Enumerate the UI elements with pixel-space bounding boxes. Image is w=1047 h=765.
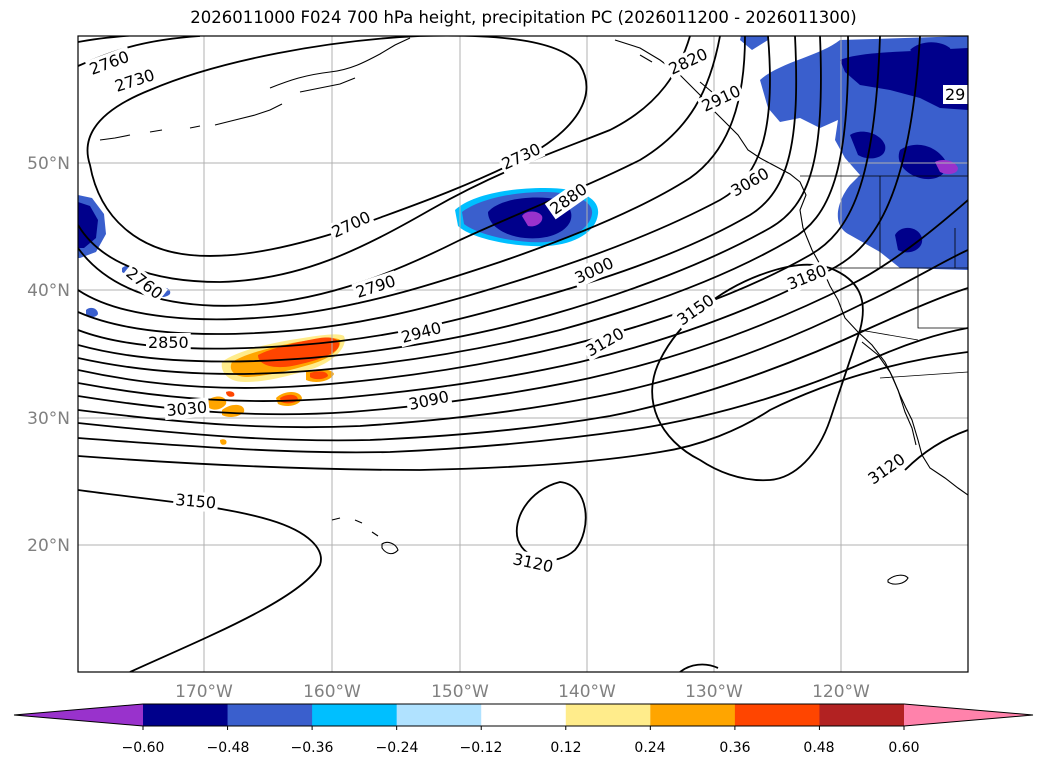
colorbar-segment <box>734 704 820 726</box>
lon-tick-label: 170°W <box>175 682 233 702</box>
contour-label-bg <box>696 80 746 117</box>
map-title: 2026011000 F024 700 hPa height, precipit… <box>190 8 857 27</box>
contour-label-bg <box>671 289 720 331</box>
contour-label-bg <box>163 397 210 421</box>
colorbar-tick-labels: −0.60 −0.48 −0.36 −0.24 −0.12 0.12 0.24 … <box>122 740 920 756</box>
contour-label: 3030 <box>166 398 208 420</box>
colorbar-tick-label: −0.12 <box>460 740 503 756</box>
colorbar-tick-label: −0.24 <box>376 740 419 756</box>
colorbar-tick-label: 0.36 <box>719 740 750 756</box>
colorbar <box>13 703 1034 730</box>
colorbar-tick-label: −0.60 <box>122 740 165 756</box>
contour-label: 2730 <box>112 65 157 96</box>
coastlines <box>99 37 968 585</box>
colorbar-segment <box>312 704 398 726</box>
contour-label-bg <box>544 178 593 220</box>
contour-label-bg <box>397 317 446 348</box>
colorbar-tick-label: 0.24 <box>634 740 665 756</box>
colorbar-extend-low <box>14 704 143 726</box>
contour-label-bg <box>172 489 219 513</box>
contour-label-bg <box>580 322 629 362</box>
colorbar-tick-label: −0.36 <box>291 740 334 756</box>
precip-positive-shading <box>207 334 345 445</box>
contour-label-bg <box>110 64 159 97</box>
colorbar-segment <box>565 704 651 726</box>
contour-label: 2940 <box>399 318 443 347</box>
contour-label: 3060 <box>728 164 773 201</box>
contour-label: 3150 <box>175 490 217 512</box>
colorbar-segment <box>396 704 482 726</box>
lat-tick-label: 30°N <box>27 409 70 429</box>
colorbar-tick-label: 0.60 <box>888 740 919 756</box>
contour-label: 3120 <box>511 549 555 576</box>
contour-label: 2850 <box>148 333 189 352</box>
lat-tick-labels: 50°N 40°N 30°N 20°N <box>27 154 70 556</box>
contour-label: 2820 <box>666 44 711 78</box>
contour-label-bg <box>84 46 134 80</box>
contour-label-bg <box>509 548 557 577</box>
map-frame <box>77 35 969 673</box>
contour-label-bg <box>351 270 400 303</box>
colorbar-tick-label: 0.12 <box>550 740 581 756</box>
contour-label-bg <box>943 85 968 104</box>
contour-label-bg <box>326 206 376 243</box>
contour-label: 2790 <box>353 271 398 302</box>
precip-negative-shading <box>78 36 968 317</box>
contour-label-bg <box>782 260 832 295</box>
lat-tick-label: 40°N <box>27 281 70 301</box>
contour-label-bg <box>404 386 453 415</box>
borders <box>800 175 968 379</box>
contour-label: 29 <box>945 85 965 104</box>
graticule <box>78 36 968 672</box>
height-contours <box>78 36 968 672</box>
contour-label: 3000 <box>572 253 617 287</box>
contour-label: 2730 <box>499 139 544 173</box>
lon-tick-label: 150°W <box>431 682 489 702</box>
colorbar-tick-label: −0.48 <box>207 740 250 756</box>
colorbar-segment <box>819 704 905 726</box>
lon-tick-label: 120°W <box>812 682 870 702</box>
lat-tick-label: 20°N <box>27 536 70 556</box>
colorbar-segment <box>481 704 567 726</box>
contour-label-bg <box>496 138 546 175</box>
colorbar-tick-label: 0.48 <box>803 740 834 756</box>
contour-label-bg <box>146 333 191 352</box>
contour-label-bg <box>862 448 911 490</box>
contour-label-bg <box>663 43 713 80</box>
colorbar-segment <box>650 704 736 726</box>
contour-labels: 2760 2730 2820 2910 2730 2880 3060 2700 … <box>84 43 968 577</box>
contour-label-bg <box>725 162 774 202</box>
contour-label-bg <box>120 261 168 305</box>
contour-label-bg <box>569 252 619 289</box>
colorbar-extend-high <box>904 704 1033 726</box>
lon-tick-label: 140°W <box>558 682 616 702</box>
lon-tick-label: 160°W <box>303 682 361 702</box>
lat-tick-label: 50°N <box>27 154 70 174</box>
contour-label: 2700 <box>329 207 374 241</box>
lon-tick-label: 130°W <box>685 682 743 702</box>
lon-tick-labels: 170°W 160°W 150°W 140°W 130°W 120°W <box>175 682 870 702</box>
colorbar-segment <box>227 704 313 726</box>
colorbar-segment <box>143 704 229 726</box>
